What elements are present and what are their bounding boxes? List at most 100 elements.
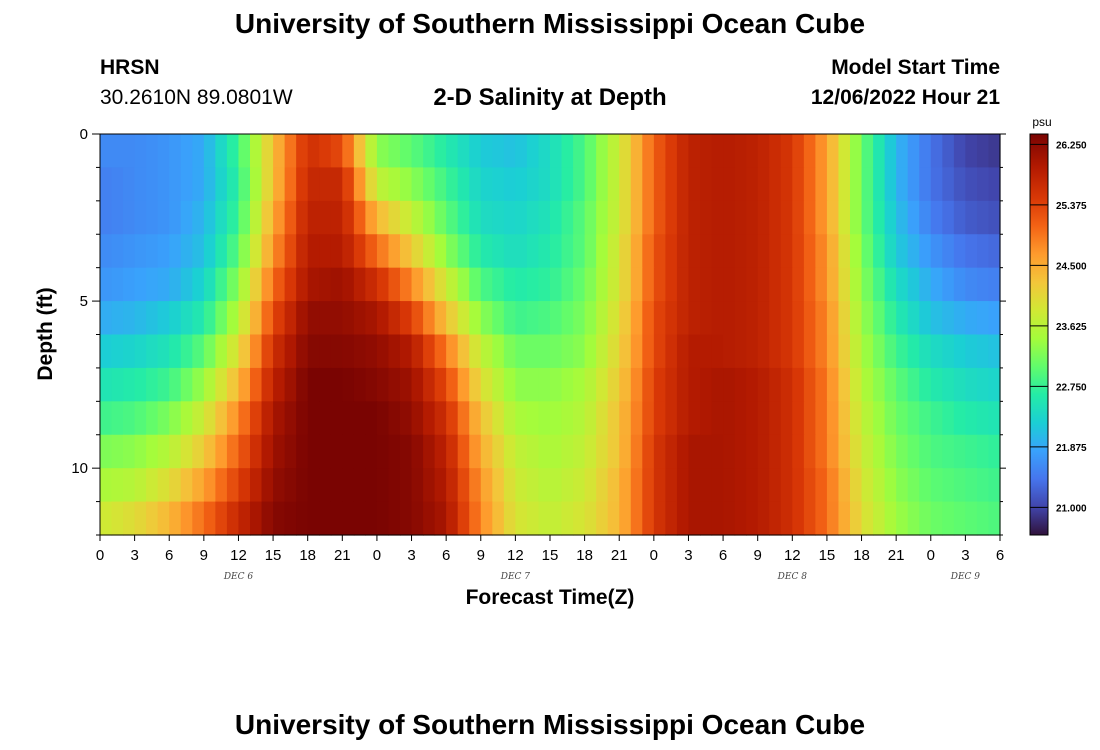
- heatmap-cell: [676, 367, 690, 402]
- heatmap-cell: [861, 334, 874, 369]
- heatmap-cell: [261, 334, 274, 369]
- heatmap-cell: [203, 367, 216, 402]
- heatmap-cell: [503, 167, 516, 202]
- heatmap-cell: [469, 501, 482, 536]
- heatmap-cell: [873, 301, 886, 336]
- heatmap-cell: [723, 234, 736, 269]
- heatmap-cell: [388, 167, 401, 202]
- heatmap-cell: [723, 301, 736, 336]
- heatmap-cell: [873, 468, 886, 503]
- heatmap-cell: [342, 401, 355, 436]
- heatmap-cell: [330, 434, 343, 469]
- heatmap-cell: [803, 134, 816, 169]
- heatmap-cell: [757, 167, 770, 202]
- heatmap-cell: [376, 401, 390, 436]
- x-tick-label: 6: [719, 547, 727, 564]
- heatmap-cell: [780, 434, 793, 469]
- heatmap-cell: [215, 134, 228, 169]
- heatmap-cell: [123, 401, 136, 436]
- heatmap-cell: [423, 234, 436, 269]
- heatmap-cell: [526, 501, 540, 536]
- heatmap-cell: [342, 167, 355, 202]
- heatmap-cell: [942, 134, 955, 169]
- heatmap-cell: [792, 267, 805, 302]
- heatmap-cell: [688, 501, 701, 536]
- heatmap-cell: [630, 367, 643, 402]
- heatmap-cell: [711, 134, 724, 169]
- heatmap-cell: [573, 267, 586, 302]
- heatmap-cell: [780, 167, 793, 202]
- heatmap-cell: [146, 434, 159, 469]
- heatmap-cell: [215, 267, 228, 302]
- heatmap-cell: [642, 234, 655, 269]
- heatmap-cell: [446, 167, 459, 202]
- heatmap-cell: [723, 468, 736, 503]
- heatmap-cell: [803, 267, 816, 302]
- heatmap-cell: [630, 401, 643, 436]
- heatmap-cell: [573, 468, 586, 503]
- heatmap-cell: [492, 334, 505, 369]
- heatmap-cell: [215, 468, 228, 503]
- heatmap-cell: [400, 367, 413, 402]
- heatmap-cell: [838, 334, 851, 369]
- heatmap-cell: [180, 434, 193, 469]
- heatmap-cell: [250, 200, 263, 235]
- heatmap-cell: [746, 234, 759, 269]
- heatmap-cell: [676, 501, 690, 536]
- heatmap-cell: [411, 468, 424, 503]
- heatmap-cell: [492, 200, 505, 235]
- heatmap-cell: [757, 434, 770, 469]
- heatmap-cell: [134, 468, 147, 503]
- heatmap-cell: [573, 401, 586, 436]
- heatmap-cell: [526, 334, 540, 369]
- heatmap-cell: [826, 334, 840, 369]
- heatmap-cell: [850, 301, 863, 336]
- heatmap-cell: [492, 234, 505, 269]
- heatmap-cell: [815, 434, 828, 469]
- station-coordinates: 30.2610N 89.0801W: [100, 86, 293, 109]
- heatmap-cell: [503, 367, 516, 402]
- heatmap-cell: [746, 200, 759, 235]
- heatmap-cell: [596, 167, 609, 202]
- heatmap-cell: [723, 334, 736, 369]
- heatmap-cell: [319, 501, 332, 536]
- heatmap-cell: [711, 434, 724, 469]
- heatmap-cell: [134, 501, 147, 536]
- heatmap-cell: [503, 434, 516, 469]
- heatmap-cell: [192, 267, 205, 302]
- heatmap-cell: [238, 200, 251, 235]
- heatmap-cell: [884, 434, 897, 469]
- heatmap-cell: [400, 134, 413, 169]
- heatmap-cell: [342, 434, 355, 469]
- colorbar-tick-label: 22.750: [1056, 382, 1087, 393]
- heatmap-cell: [261, 301, 274, 336]
- heatmap-cell: [284, 434, 297, 469]
- heatmap-cell: [619, 167, 632, 202]
- heatmap-cell: [965, 234, 978, 269]
- heatmap-cell: [342, 367, 355, 402]
- heatmap-cell: [815, 200, 828, 235]
- heatmap-cell: [907, 234, 920, 269]
- heatmap-cell: [226, 301, 240, 336]
- heatmap-cell: [642, 134, 655, 169]
- heatmap-cell: [192, 367, 205, 402]
- heatmap-cell: [734, 334, 747, 369]
- heatmap-cell: [423, 301, 436, 336]
- heatmap-cell: [861, 367, 874, 402]
- x-tick-label: 6: [996, 547, 1004, 564]
- heatmap-cell: [330, 234, 343, 269]
- heatmap-cell: [100, 301, 113, 336]
- heatmap-cell: [642, 501, 655, 536]
- heatmap-cell: [630, 267, 643, 302]
- heatmap-cell: [561, 468, 574, 503]
- heatmap-cell: [100, 167, 113, 202]
- heatmap-cell: [261, 200, 274, 235]
- heatmap-cell: [965, 434, 978, 469]
- heatmap-cell: [550, 401, 563, 436]
- heatmap-cell: [596, 234, 609, 269]
- heatmap-cell: [411, 134, 424, 169]
- heatmap-cell: [988, 501, 1001, 536]
- heatmap-cell: [157, 267, 170, 302]
- heatmap-cell: [850, 468, 863, 503]
- heatmap-cell: [480, 134, 493, 169]
